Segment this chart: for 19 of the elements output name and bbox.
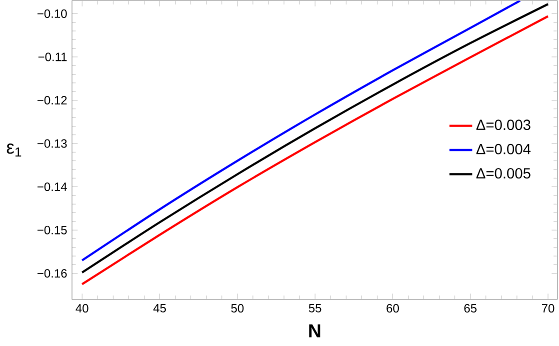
y-tick-label: −0.13 <box>38 139 67 148</box>
legend-label: Δ=0.004 <box>476 144 531 154</box>
y-axis-title: ε$_{1}$ <box>6 144 22 156</box>
x-tick-label: 40 <box>76 304 88 313</box>
legend-label: Δ=0.005 <box>476 168 530 179</box>
y-tick-label: −0.14 <box>38 182 67 192</box>
x-tick-label: 55 <box>308 304 322 312</box>
y-tick-label: −0.10 <box>38 9 67 18</box>
y-tick-label: −0.11 <box>38 52 67 62</box>
y-tick-label: −0.12 <box>38 96 67 104</box>
x-tick-label: 70 <box>542 304 554 313</box>
x-axis-title: N <box>309 324 320 338</box>
legend-label: Δ=0.003 <box>476 120 530 130</box>
x-tick-label: 60 <box>386 304 399 313</box>
x-tick-label: 65 <box>464 304 477 313</box>
x-tick-label: 45 <box>153 304 166 312</box>
y-tick-label: −0.15 <box>38 226 67 234</box>
y-tick-label: −0.16 <box>38 269 67 278</box>
x-tick-label: 50 <box>231 304 244 313</box>
